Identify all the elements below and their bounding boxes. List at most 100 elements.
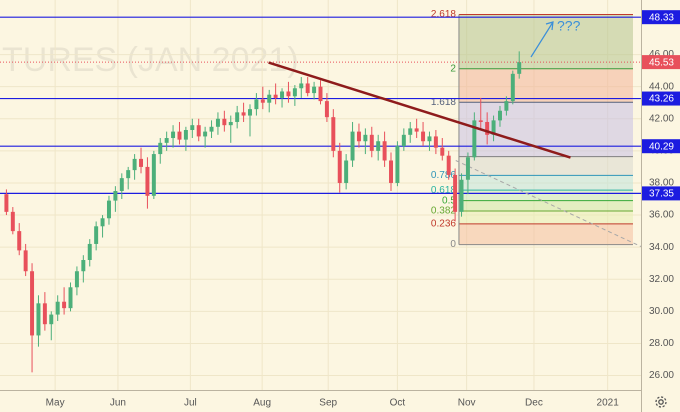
candle-body — [421, 131, 426, 142]
candle-body — [215, 118, 220, 127]
trendline — [268, 61, 571, 159]
candle-body — [87, 243, 92, 260]
y-tick-label: 38.00 — [649, 178, 674, 189]
candle-body — [260, 99, 265, 103]
y-tick-label: 32.00 — [649, 274, 674, 285]
candle-body — [305, 83, 310, 94]
candle-body — [504, 101, 509, 111]
fib-label: 0.236 — [431, 219, 456, 230]
candle-body — [510, 73, 515, 102]
candle-body — [401, 134, 406, 147]
candle-body — [235, 112, 240, 122]
candle-body — [446, 155, 451, 175]
candle-body — [280, 91, 285, 98]
x-tick-label: May — [46, 398, 65, 409]
annotation-arrow — [530, 21, 554, 58]
x-tick-label: 2021 — [597, 398, 620, 409]
x-tick-label: Jul — [184, 398, 197, 409]
candle-body — [395, 146, 400, 183]
candle-body — [350, 131, 355, 161]
fib-zone — [458, 175, 633, 191]
candle-body — [318, 86, 323, 102]
candle-body — [209, 126, 214, 132]
candle-body — [158, 142, 163, 155]
candle-body — [62, 301, 67, 309]
candle-body — [356, 131, 361, 142]
candle-body — [363, 134, 368, 142]
candle-body — [376, 141, 381, 151]
candle-body — [171, 131, 176, 139]
candle-body — [389, 160, 393, 183]
candle-body — [414, 128, 419, 132]
candle-body — [241, 112, 246, 116]
price-label-box — [642, 10, 680, 25]
price-label: 48.33 — [649, 12, 674, 23]
candle-body — [228, 121, 233, 126]
candle-body — [369, 134, 374, 151]
x-tick-label: Aug — [253, 398, 271, 409]
price-label-box — [642, 186, 680, 201]
y-tick-label: 30.00 — [649, 306, 674, 317]
fib-zone — [458, 156, 633, 176]
candle-body — [23, 250, 28, 272]
candle-body — [453, 174, 458, 212]
candle-body — [132, 158, 137, 171]
candle-body — [440, 147, 445, 156]
projection-line — [455, 160, 642, 247]
candle-body — [151, 154, 156, 196]
candle-body — [190, 125, 195, 130]
candle-body — [30, 271, 35, 336]
candle-body — [382, 141, 387, 161]
candle-body — [81, 260, 86, 272]
candle-body — [36, 303, 41, 336]
x-tick-label: Oct — [390, 398, 406, 409]
x-tick-label: Jun — [110, 398, 126, 409]
candle-body — [100, 218, 105, 227]
candle-body — [17, 231, 22, 251]
candle-body — [4, 194, 9, 212]
x-tick-label: Dec — [525, 398, 543, 409]
fib-label: 0.5 — [442, 195, 456, 206]
fib-label: 0.786 — [431, 170, 456, 181]
x-tick-label: Sep — [319, 398, 337, 409]
candle-body — [324, 101, 329, 118]
candle-body — [485, 121, 490, 135]
candle-body — [196, 125, 201, 137]
y-tick-label: 28.00 — [649, 338, 674, 349]
settings-icon[interactable] — [655, 396, 667, 408]
candle-body — [292, 88, 297, 97]
candle-body — [299, 83, 304, 89]
candle-body — [49, 314, 54, 325]
candle-body — [42, 303, 47, 325]
fib-label: 0.382 — [431, 206, 456, 217]
watermark: TURES (JAN 2021) — [2, 41, 299, 79]
candle-body — [427, 136, 432, 142]
candle-body — [119, 178, 124, 191]
annotation: ??? — [557, 18, 581, 34]
candle-body — [139, 158, 144, 167]
candle-body — [312, 86, 317, 94]
candle-body — [408, 128, 413, 135]
candle-body — [286, 91, 291, 97]
candle-body — [177, 131, 182, 140]
candle-body — [491, 120, 496, 135]
candle-body — [203, 131, 208, 137]
price-label: 37.35 — [649, 189, 674, 200]
candle-body — [497, 110, 502, 121]
candle-body — [459, 179, 464, 212]
candle-body — [126, 170, 131, 179]
fib-zone — [458, 14, 633, 69]
fib-zone — [458, 211, 633, 224]
fib-label: 1.618 — [431, 97, 456, 108]
candle-body — [183, 130, 188, 140]
candle-body — [472, 120, 477, 158]
candle-body — [145, 166, 150, 196]
price-label: 43.26 — [649, 94, 674, 105]
price-label-box — [642, 91, 680, 106]
y-tick-label: 46.00 — [649, 49, 674, 60]
candle-body — [254, 99, 259, 110]
candle-body — [106, 200, 111, 219]
candle-body — [478, 120, 483, 122]
candle-body — [55, 301, 60, 315]
